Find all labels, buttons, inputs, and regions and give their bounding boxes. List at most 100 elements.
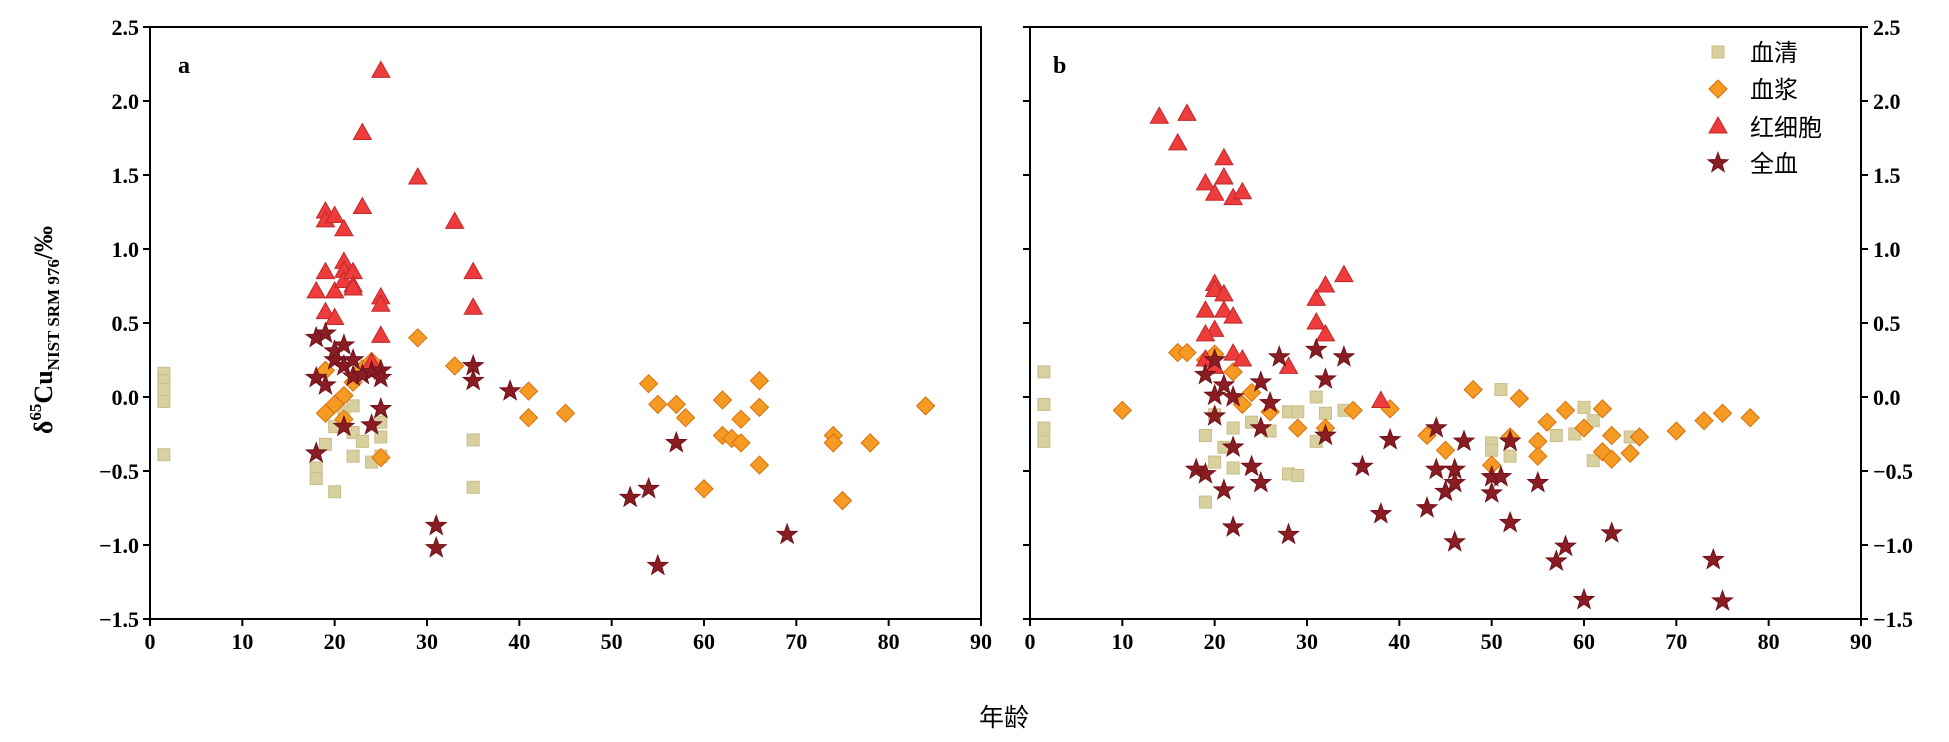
legend-label-red-cell: 红细胞 (1750, 114, 1822, 142)
plasma-point (749, 397, 770, 418)
serum-point (309, 471, 323, 485)
red-cell-point (1149, 106, 1170, 124)
legend-label-plasma: 血浆 (1750, 76, 1798, 104)
red-cell-point (1195, 300, 1216, 318)
red-cell-point (343, 277, 363, 296)
x-tick-label: 0 (145, 629, 156, 654)
whole-blood-point (1489, 464, 1513, 487)
x-tick-label: 80 (1758, 629, 1780, 654)
whole-blood-point (1249, 416, 1273, 438)
whole-blood-point (1369, 501, 1393, 524)
whole-blood-point (1249, 470, 1273, 493)
y-tick-label: 0.0 (112, 385, 140, 410)
panel-b: 0 10 20 30 40 50 60 70 80 90−1.5 −1.0 −0.5 0.0 0.5 1.0… (1023, 15, 1913, 654)
serum-point (1198, 495, 1212, 509)
plasma-point (1537, 412, 1557, 432)
plasma-point (694, 479, 714, 499)
red-cell-point (1306, 288, 1327, 306)
y-axis-label: δ65CuNIST SRM 976/‰ (26, 226, 63, 434)
red-cell-point (1177, 103, 1197, 121)
y-tick-label: 2.0 (1873, 89, 1901, 114)
red-cell-point (444, 211, 465, 229)
plasma-point (555, 403, 576, 423)
red-cell-point (315, 261, 336, 280)
whole-blood-point (1480, 481, 1504, 503)
red-cell-series (306, 60, 484, 370)
y-tick-label: −1.5 (1873, 607, 1913, 632)
y-tick-label: 2.5 (112, 15, 140, 40)
whole-blood-point (1443, 457, 1467, 480)
whole-blood-point (1544, 549, 1568, 571)
whole-blood-point (341, 348, 365, 370)
red-cell-point (352, 196, 373, 215)
legend-markers (1706, 45, 1730, 173)
axes-frame (149, 26, 982, 620)
serum-point (1226, 421, 1240, 435)
whole-blood-point (1498, 429, 1522, 452)
whole-blood-point (1193, 362, 1217, 385)
whole-blood-point (424, 513, 448, 536)
plasma-point (1555, 400, 1576, 421)
x-tick-label: 10 (1111, 629, 1133, 654)
whole-blood-point (332, 414, 356, 437)
plasma-point (1601, 449, 1622, 469)
whole-blood-point (1221, 385, 1245, 407)
whole-blood-point (1600, 521, 1624, 543)
plasma-point (518, 381, 539, 401)
serum-point (328, 485, 342, 499)
plasma-point (1629, 427, 1650, 447)
red-cell-point (306, 280, 327, 299)
x-tick-label: 60 (693, 629, 715, 654)
plasma-point (518, 408, 539, 428)
serum-point (157, 383, 171, 397)
plasma-point (712, 390, 733, 410)
plasma-point (1177, 342, 1197, 363)
serum-point (1586, 414, 1600, 428)
serum-point (1485, 443, 1499, 457)
y-tick-label: 2.5 (1873, 15, 1901, 40)
plasma-point (1343, 400, 1363, 421)
plasma-point (666, 394, 687, 415)
plasma-point (1463, 379, 1483, 400)
x-tick-label: 20 (1204, 629, 1226, 654)
plasma-point (749, 455, 770, 475)
whole-blood-point (1452, 429, 1476, 452)
serum-point (1037, 421, 1051, 435)
red-cell-point (1223, 343, 1243, 361)
serum-point (157, 394, 171, 408)
whole-blood-point (1212, 373, 1236, 395)
x-tick-label: 40 (508, 629, 530, 654)
red-cell-point (315, 301, 336, 320)
plasma-point (1740, 408, 1760, 428)
x-tick-label: 30 (416, 629, 438, 654)
x-tick-label: 60 (1573, 629, 1595, 654)
legend-red-cell-marker (1708, 115, 1728, 134)
whole-blood-point (1203, 348, 1227, 370)
x-tick-label: 50 (1481, 629, 1503, 654)
whole-blood-point (1314, 423, 1337, 446)
x-tick-label: 80 (878, 629, 900, 654)
whole-blood-point (1711, 589, 1734, 611)
whole-blood-point (1277, 522, 1300, 545)
serum-series (1037, 365, 1637, 509)
x-tick-label: 10 (231, 629, 253, 654)
plasma-point (1509, 388, 1530, 409)
whole-blood-point (1443, 530, 1467, 552)
red-cell-point (1214, 166, 1234, 185)
x-tick-label: 20 (324, 629, 346, 654)
y-axis-label-part: Cu (29, 370, 58, 403)
x-tick-label: 30 (1296, 629, 1318, 654)
plasma-point (675, 408, 696, 428)
whole-blood-point (313, 373, 337, 395)
whole-blood-point (1498, 510, 1522, 533)
serum-point (157, 448, 171, 462)
whole-blood-point (1203, 383, 1227, 406)
serum-point (1549, 428, 1563, 442)
x-tick-label: 0 (1025, 629, 1036, 654)
y-tick-label: 1.0 (1873, 237, 1901, 262)
serum-point (1037, 365, 1051, 379)
red-cell-point (1278, 356, 1299, 374)
plasma-point (1112, 400, 1133, 421)
